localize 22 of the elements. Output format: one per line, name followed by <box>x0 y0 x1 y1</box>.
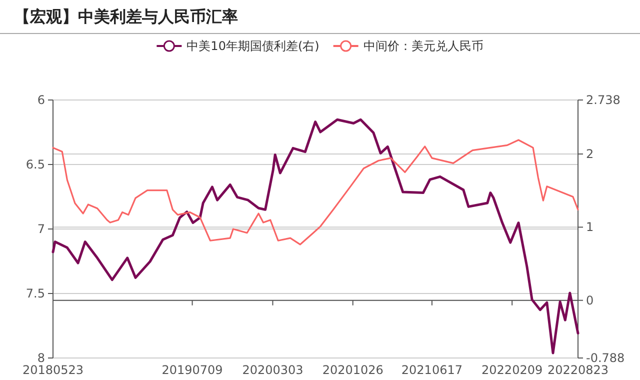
line-series <box>52 139 579 246</box>
y-tick-label: 7 <box>37 222 45 236</box>
x-tick-label: 20220209 <box>482 363 543 377</box>
y-tick-label: 6.5 <box>26 158 45 172</box>
y2-tick-label: 1 <box>586 220 594 234</box>
y2-tick-label: -0.788 <box>586 351 625 365</box>
y2-tick-label: 0 <box>586 293 594 308</box>
y-tick-label: 6 <box>37 93 45 107</box>
y-tick-label: 7.5 <box>26 286 45 300</box>
x-tick-label: 20200303 <box>242 363 304 377</box>
x-tick-label: 20201026 <box>322 363 384 377</box>
y-tick-label: 8 <box>37 351 45 365</box>
y2-tick-label: 2.738 <box>586 93 620 107</box>
x-tick-label: 20210617 <box>401 363 462 377</box>
x-tick-label: 20220823 <box>547 363 609 377</box>
legend-label: 中间价：美元兑人民币 <box>363 39 484 53</box>
line-series <box>52 118 580 354</box>
x-tick-label: 20180523 <box>22 363 84 377</box>
chart-title: 【宏观】中美利差与人民币汇率 <box>14 7 238 26</box>
y2-tick-label: 2 <box>586 147 594 161</box>
legend-label: 中美10年期国债利差(右) <box>186 39 320 53</box>
x-tick-label: 20190709 <box>162 363 223 377</box>
